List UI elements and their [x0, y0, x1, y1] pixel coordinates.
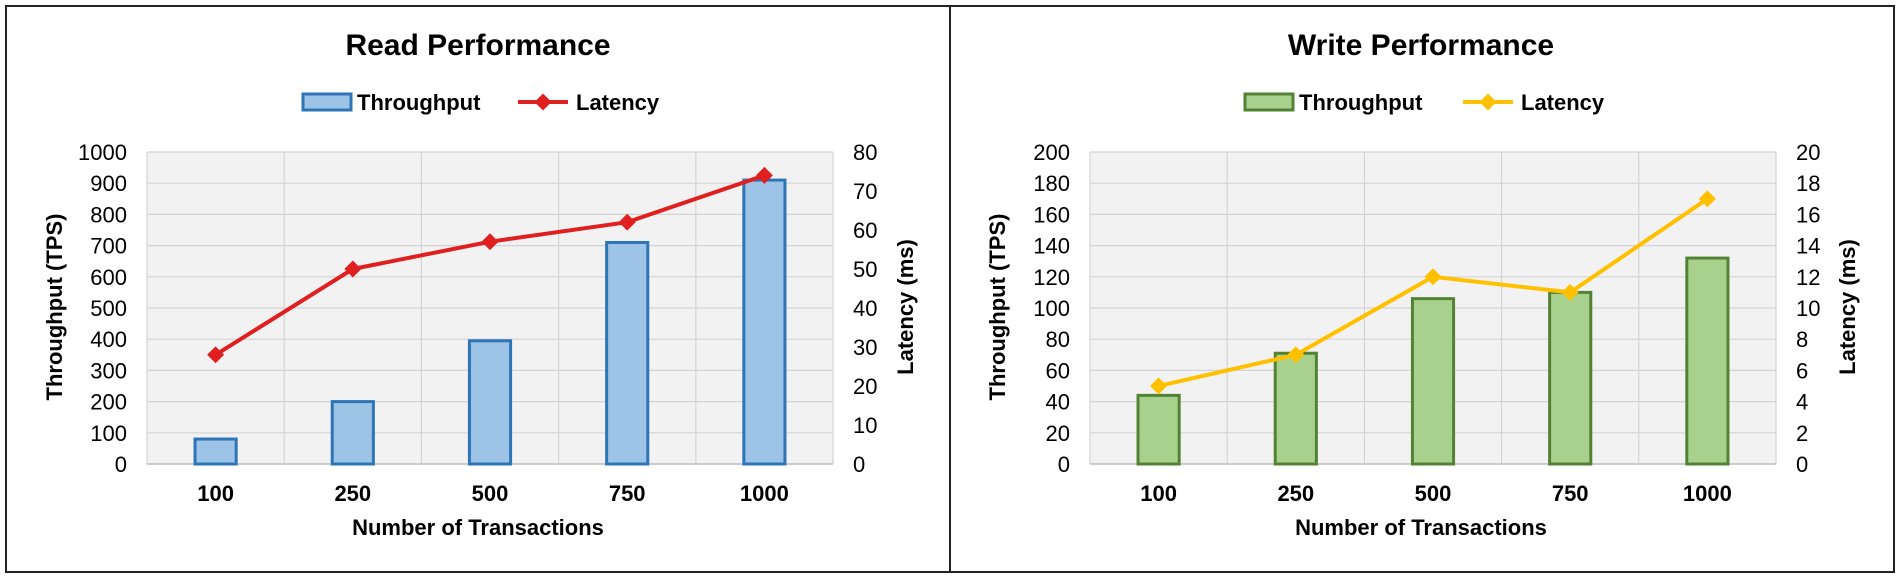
- y-axis-right-label: Latency (ms): [1835, 239, 1860, 375]
- x-tick-label: 100: [197, 481, 234, 506]
- legend: Throughput Latency: [1243, 90, 1605, 115]
- x-tick-label: 500: [1415, 481, 1452, 506]
- y-left-tick-label: 200: [1033, 140, 1070, 165]
- latency-point-750: [618, 213, 636, 231]
- bar-throughput-500: [467, 339, 513, 466]
- latency-point-100: [207, 346, 225, 364]
- y-right-tick-label: 40: [853, 296, 877, 321]
- y-axis-right-ticks: 0 2 4 6 8 10 12 14 16 18 20: [1796, 140, 1820, 477]
- y-left-tick-label: 100: [1033, 296, 1070, 321]
- y-right-tick-label: 30: [853, 335, 877, 360]
- legend-marker-latency: [534, 93, 552, 111]
- y-right-tick-label: 16: [1796, 202, 1820, 227]
- throughput-bars: [193, 178, 787, 466]
- x-tick-label: 250: [334, 481, 371, 506]
- y-right-tick-label: 0: [1796, 452, 1808, 477]
- y-right-tick-label: 10: [853, 413, 877, 438]
- y-right-tick-label: 12: [1796, 265, 1820, 290]
- y-left-tick-label: 400: [90, 327, 127, 352]
- y-right-tick-label: 18: [1796, 171, 1820, 196]
- bar-throughput-100: [193, 437, 238, 466]
- y-right-tick-label: 20: [853, 374, 877, 399]
- y-left-tick-label: 200: [90, 390, 127, 415]
- y-left-tick-label: 80: [1046, 327, 1070, 352]
- y-left-tick-label: 300: [90, 358, 127, 383]
- bar-throughput-100: [1136, 393, 1181, 466]
- x-axis-label: Number of Transactions: [352, 515, 604, 540]
- y-right-tick-label: 70: [853, 179, 877, 204]
- y-right-tick-label: 10: [1796, 296, 1820, 321]
- legend-label-throughput: Throughput: [357, 90, 481, 115]
- bar-throughput-1000: [1685, 256, 1730, 466]
- y-right-tick-label: 8: [1796, 327, 1808, 352]
- latency-point-500: [481, 233, 499, 251]
- x-axis-ticks: 100 250 500 750 1000: [1140, 481, 1732, 506]
- x-tick-label: 100: [1140, 481, 1177, 506]
- y-left-tick-label: 160: [1033, 202, 1070, 227]
- x-tick-label: 1000: [740, 481, 789, 506]
- latency-line: [1150, 190, 1716, 395]
- y-left-tick-label: 600: [90, 265, 127, 290]
- y-axis-left-label: Throughput (TPS): [985, 214, 1010, 401]
- legend-swatch-throughput: [1243, 92, 1295, 112]
- x-tick-label: 1000: [1683, 481, 1732, 506]
- y-axis-left-ticks: 0 20 40 60 80 100 120 140 160 180 200: [1033, 140, 1070, 477]
- y-axis-right-ticks: 0 10 20 30 40 50 60 70 80: [853, 140, 877, 477]
- y-left-tick-label: 120: [1033, 265, 1070, 290]
- read-performance-chart: Read Performance Throughput Latency 0100…: [42, 29, 918, 540]
- y-right-tick-label: 80: [853, 140, 877, 165]
- y-left-tick-label: 140: [1033, 234, 1070, 259]
- x-tick-label: 500: [472, 481, 509, 506]
- y-axis-right-label: Latency (ms): [893, 239, 918, 375]
- bar-throughput-750: [1548, 290, 1593, 466]
- legend-swatch-throughput: [301, 92, 353, 112]
- throughput-bars: [1136, 256, 1730, 466]
- x-tick-label: 250: [1277, 481, 1314, 506]
- y-left-tick-label: 60: [1046, 358, 1070, 383]
- bar-throughput-250: [1273, 351, 1318, 466]
- legend-label-latency: Latency: [576, 90, 660, 115]
- chart-title: Read Performance: [345, 29, 610, 62]
- bar-throughput-750: [605, 240, 650, 466]
- latency-line: [207, 166, 773, 364]
- y-left-tick-label: 0: [115, 452, 127, 477]
- write-performance-chart: Write Performance Throughput Latency 020…: [985, 29, 1860, 540]
- latency-point-1000: [755, 166, 773, 184]
- y-left-tick-label: 800: [90, 202, 127, 227]
- x-tick-label: 750: [1552, 481, 1589, 506]
- y-left-tick-label: 500: [90, 296, 127, 321]
- y-right-tick-label: 50: [853, 257, 877, 282]
- legend-label-throughput: Throughput: [1299, 90, 1423, 115]
- y-left-tick-label: 100: [90, 421, 127, 446]
- y-right-tick-label: 60: [853, 218, 877, 243]
- y-right-tick-label: 2: [1796, 421, 1808, 446]
- y-right-tick-label: 6: [1796, 358, 1808, 383]
- y-left-tick-label: 20: [1046, 421, 1070, 446]
- x-axis-label: Number of Transactions: [1295, 515, 1547, 540]
- y-axis-left-ticks: 0 100 200 300 400 500 600 700 800 900 1000: [78, 140, 127, 477]
- y-left-tick-label: 900: [90, 171, 127, 196]
- y-right-tick-label: 4: [1796, 390, 1808, 415]
- bar-throughput-1000: [742, 178, 787, 466]
- chart-title: Write Performance: [1288, 29, 1554, 62]
- y-axis-left-label: Throughput (TPS): [42, 214, 67, 401]
- y-left-tick-label: 1000: [78, 140, 127, 165]
- x-tick-label: 750: [609, 481, 646, 506]
- bar-throughput-500: [1410, 297, 1456, 466]
- x-axis-ticks: 100 250 500 750 1000: [197, 481, 789, 506]
- y-left-tick-label: 40: [1046, 390, 1070, 415]
- bar-throughput-250: [330, 400, 375, 466]
- legend: Throughput Latency: [301, 90, 660, 115]
- y-right-tick-label: 14: [1796, 234, 1820, 259]
- legend-label-latency: Latency: [1521, 90, 1605, 115]
- latency-point-250: [344, 260, 362, 278]
- y-left-tick-label: 700: [90, 234, 127, 259]
- y-left-tick-label: 0: [1058, 452, 1070, 477]
- y-right-tick-label: 20: [1796, 140, 1820, 165]
- y-left-tick-label: 180: [1033, 171, 1070, 196]
- y-right-tick-label: 0: [853, 452, 865, 477]
